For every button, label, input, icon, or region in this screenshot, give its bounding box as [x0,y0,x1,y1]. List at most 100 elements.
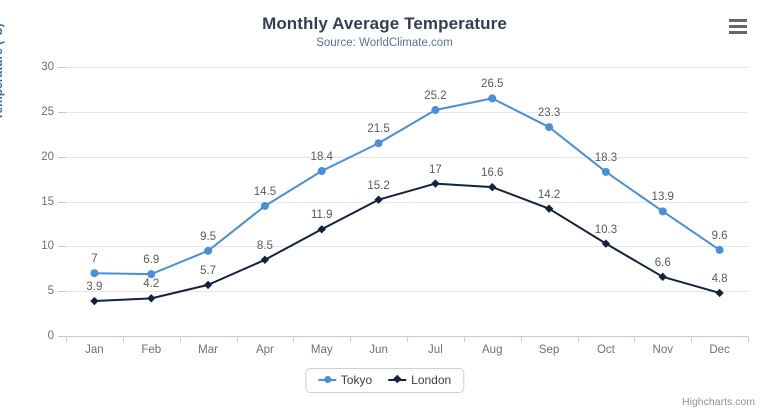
hamburger-menu-icon[interactable] [725,15,751,37]
x-axis-tick-mark [578,336,579,342]
chart-title: Monthly Average Temperature [262,14,507,33]
data-point-london-aug[interactable] [488,182,497,192]
x-axis-tick-mark [237,336,238,342]
data-label-tokyo-jan: 7 [91,253,98,266]
y-axis-title: Temperature (°C) [0,23,5,120]
data-label-tokyo-jul: 25.2 [424,90,447,103]
gridline [66,67,748,68]
data-point-london-apr[interactable] [260,255,270,264]
x-axis-tick-mark [634,336,635,342]
data-point-london-feb[interactable] [147,294,156,303]
y-axis-tick-mark [58,67,66,68]
data-label-tokyo-sep: 23.3 [537,107,561,120]
x-axis-tick-label-oct: Oct [596,344,615,356]
x-axis-tick-mark [691,336,692,342]
x-axis-tick-mark [293,336,294,342]
gridline [66,157,748,158]
data-label-london-jan: 3.9 [86,281,103,294]
data-label-tokyo-mar: 9.5 [200,230,217,243]
data-label-tokyo-may: 18.4 [310,151,333,163]
y-axis-tick-mark [58,202,66,203]
x-axis-tick-label-mar: Mar [198,344,218,356]
data-point-london-oct[interactable] [601,239,611,248]
data-label-tokyo-jun: 21.5 [367,123,390,136]
x-axis-tick-label-dec: Dec [709,344,730,356]
data-point-tokyo-mar[interactable] [204,246,213,255]
legend-item-tokyo[interactable]: Tokyo [317,373,372,387]
data-point-tokyo-feb[interactable] [147,270,156,279]
data-label-london-dec: 4.8 [711,272,728,285]
data-point-london-jan[interactable] [90,296,99,306]
y-axis-tick-label: 10 [41,240,54,253]
data-label-london-aug: 16.6 [481,167,504,180]
x-axis-tick-mark [748,336,749,342]
y-axis-tick-label: 25 [41,105,54,118]
data-point-tokyo-aug[interactable] [488,94,497,103]
data-point-tokyo-dec[interactable] [715,245,724,254]
data-point-london-nov[interactable] [658,272,667,282]
data-label-london-jun: 15.2 [367,179,390,192]
x-axis-tick-mark [407,336,408,342]
data-point-london-mar[interactable] [203,280,213,290]
y-axis-tick-mark [58,112,66,113]
data-label-tokyo-dec: 9.6 [711,229,728,242]
chart-subtitle: Source: WorldClimate.com [316,37,453,49]
y-axis-tick-label: 5 [47,285,54,298]
data-point-tokyo-sep[interactable] [545,123,554,132]
y-axis-tick-label: 30 [41,61,54,73]
data-point-tokyo-nov[interactable] [658,207,667,216]
y-axis-tick-label: 15 [41,195,54,208]
gridline [66,246,748,247]
data-point-london-jun[interactable] [374,195,383,204]
plot-area: 7 6.9 9.5 14.5 18.4 21.5 25.2 26.5 23.3 18.3 13.9 9… [66,67,748,336]
x-axis-tick-mark [521,336,522,342]
data-point-london-dec[interactable] [715,288,724,298]
data-label-london-jul: 17 [429,163,442,176]
data-label-tokyo-nov: 13.9 [651,191,674,204]
gridline [66,112,748,113]
data-label-london-nov: 6.6 [654,256,671,269]
y-axis-tick-mark [58,157,66,158]
data-point-tokyo-may[interactable] [317,167,326,176]
gridline [66,291,748,292]
x-axis-tick-label-sep: Sep [538,344,560,356]
legend-item-london[interactable]: London [388,373,451,387]
x-axis-tick-mark [66,336,67,342]
x-axis-tick-mark [464,336,465,342]
data-point-tokyo-jul[interactable] [431,106,440,115]
data-point-tokyo-jan[interactable] [90,269,99,278]
data-label-tokyo-aug: 26.5 [481,78,504,91]
data-point-london-may[interactable] [317,225,326,234]
x-axis-tick-label-feb: Feb [141,344,162,356]
credits-link[interactable]: Highcharts.com [682,396,755,408]
hamburger-bar-3 [729,30,747,34]
data-point-tokyo-jun[interactable] [374,139,383,148]
series-lines [90,94,724,306]
data-label-london-mar: 5.7 [200,264,217,277]
series-line-london [93,182,721,303]
data-point-tokyo-apr[interactable] [260,201,269,210]
y-axis-tick-label: 20 [41,150,54,163]
data-label-london-oct: 10.3 [594,223,618,236]
x-axis-tick-label-aug: Aug [482,344,503,356]
y-axis-tick-label: 0 [47,330,54,342]
data-label-london-apr: 8.5 [256,239,273,252]
legend-label: London [411,373,452,387]
data-label-london-feb: 4.2 [143,278,160,291]
legend-swatch-london-icon [388,374,407,385]
gridline [66,202,748,203]
legend: Tokyo London [304,368,465,393]
x-axis-tick-label-jun: Jun [369,344,388,356]
data-label-london-may: 11.9 [310,209,333,222]
data-point-london-jul[interactable] [431,179,440,188]
x-axis-tick-label-jul: Jul [428,344,443,356]
legend-marker-diamond-icon [392,374,402,384]
x-axis-tick-mark [123,336,124,342]
data-label-london-sep: 14.2 [537,188,561,201]
legend-swatch-tokyo-icon [317,375,336,385]
data-label-tokyo-apr: 14.5 [253,185,277,198]
data-point-tokyo-oct[interactable] [601,167,610,176]
legend-marker-circle-icon [323,376,331,383]
x-axis-tick-label-apr: Apr [255,344,274,356]
